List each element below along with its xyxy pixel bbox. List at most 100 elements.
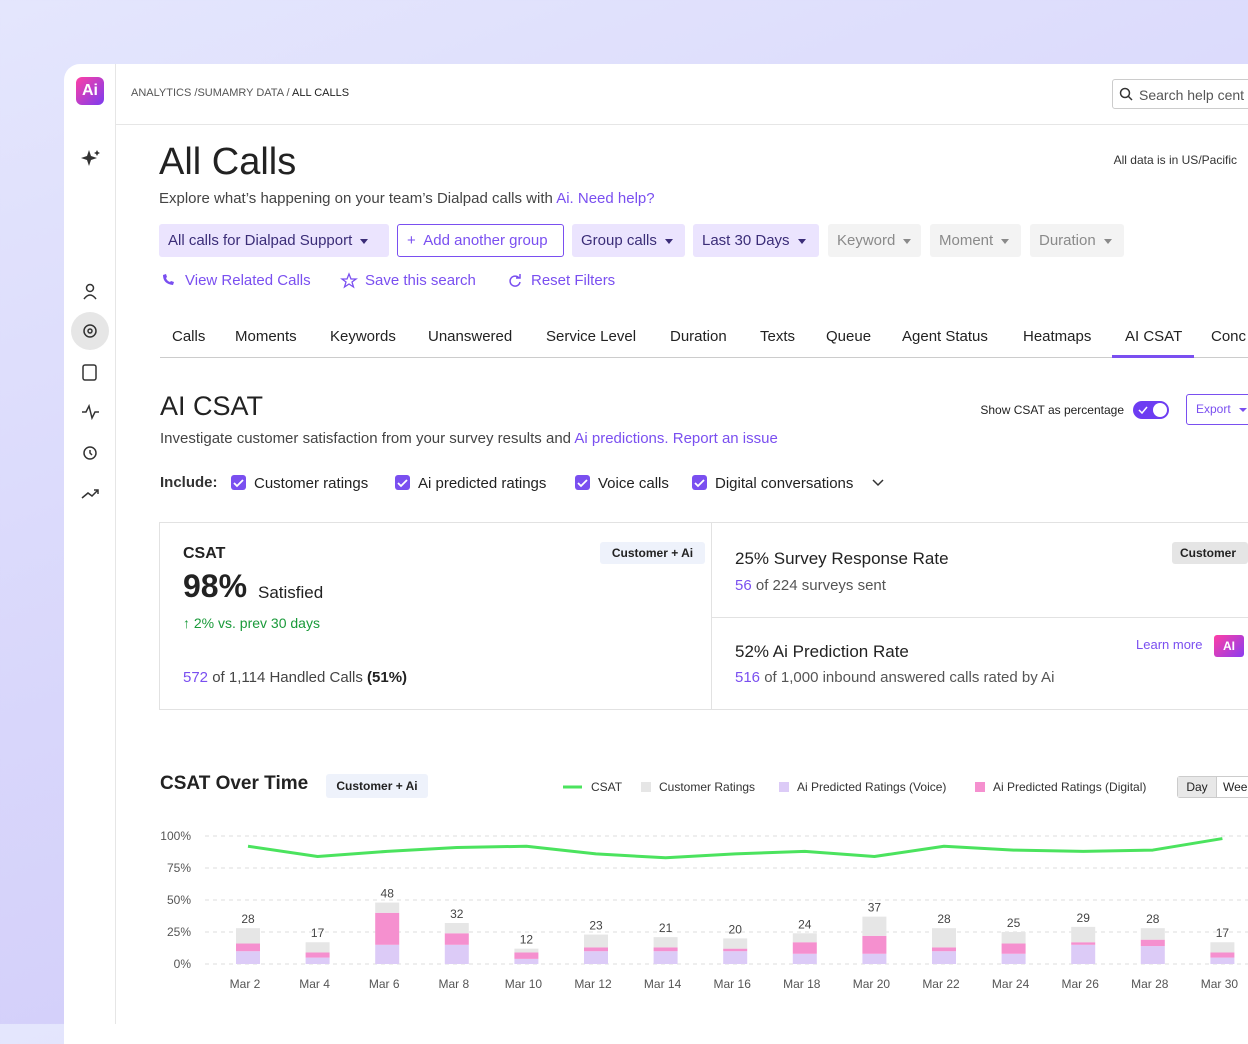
bar-total-label: 20 — [729, 922, 743, 936]
filter-label: Last 30 Days — [702, 232, 790, 249]
section-description: Investigate customer satisfaction from y… — [160, 430, 778, 447]
survey-count[interactable]: 56 — [735, 577, 752, 594]
bar-segment — [1140, 939, 1165, 947]
bar-segment — [444, 933, 469, 945]
bar-segment — [932, 947, 956, 952]
tab[interactable]: Agent Status — [902, 328, 988, 345]
stats-card — [159, 522, 1248, 710]
tab[interactable]: Service Level — [546, 328, 637, 345]
export-button[interactable]: Export — [1186, 394, 1248, 425]
bar-segment — [1071, 926, 1096, 943]
tab[interactable]: Queue — [826, 328, 872, 345]
bar-total-label: 23 — [589, 919, 603, 933]
bar-segment — [584, 934, 608, 948]
prediction-title: 52% Ai Prediction Rate — [735, 642, 909, 661]
include-option[interactable]: Ai predicted ratings — [418, 475, 547, 492]
tab[interactable]: Calls — [172, 328, 206, 345]
period-option[interactable]: Wee — [1216, 777, 1247, 797]
bar-total-label: 25 — [1007, 916, 1021, 930]
bar-segment — [584, 947, 608, 952]
tab[interactable]: Conc — [1211, 328, 1247, 345]
help-link[interactable]: Need help? — [577, 190, 655, 207]
checkbox[interactable] — [692, 475, 707, 490]
tab[interactable]: Heatmaps — [1023, 328, 1092, 345]
bar-segment — [792, 953, 817, 964]
settings-icon[interactable] — [83, 324, 97, 338]
tab[interactable]: Keywords — [330, 328, 396, 345]
percentage-toggle[interactable] — [1133, 401, 1169, 419]
bar-segment — [1210, 957, 1235, 964]
x-tick-label: Mar 16 — [714, 977, 752, 991]
csat-value: 98% — [183, 568, 248, 604]
logo[interactable]: Ai — [76, 77, 104, 105]
survey-detail: 56 of 224 surveys sent — [735, 577, 886, 594]
handled-count[interactable]: 572 — [183, 669, 209, 686]
checkbox[interactable] — [575, 475, 590, 490]
history-icon[interactable] — [83, 446, 97, 460]
bar-segment — [932, 951, 956, 964]
bar-segment — [305, 942, 330, 953]
action-link[interactable]: View Related Calls — [185, 272, 311, 289]
bar-segment — [236, 943, 260, 952]
filter-group[interactable]: All calls for Dialpad Support — [159, 224, 389, 257]
bar-segment — [444, 944, 469, 964]
x-tick-label: Mar 4 — [299, 977, 330, 991]
csat-change: ↑ 2% vs. prev 30 days — [183, 615, 320, 631]
handled-pct: (51%) — [367, 669, 408, 686]
bar-total-label: 28 — [937, 912, 951, 926]
filter-group-calls[interactable]: Group calls — [572, 224, 685, 257]
trend-icon[interactable] — [81, 489, 99, 499]
checkbox[interactable] — [231, 475, 246, 490]
tab[interactable]: Texts — [760, 328, 796, 345]
bar-total-label: 24 — [798, 917, 812, 931]
breadcrumb-item[interactable]: SUMAMRY DATA — [197, 87, 284, 99]
filter-keyword[interactable]: Keyword — [828, 224, 921, 257]
prediction-count[interactable]: 516 — [735, 669, 761, 686]
bar-segment — [1140, 946, 1165, 964]
ai-link[interactable]: Ai. — [556, 190, 574, 207]
badge: Customer + Ai — [326, 774, 428, 798]
sidebar-divider — [115, 64, 116, 1024]
activity-icon[interactable] — [82, 403, 99, 421]
tabs-divider — [160, 357, 1248, 358]
tab[interactable]: Duration — [670, 328, 727, 345]
bar-total-label: 21 — [659, 921, 673, 935]
x-tick-label: Mar 8 — [438, 977, 469, 991]
subtitle-text: Explore what’s happening on your team’s … — [159, 190, 553, 207]
action-link[interactable]: Reset Filters — [531, 272, 616, 289]
action-icons — [163, 272, 521, 289]
bar-segment — [862, 916, 887, 936]
x-tick-label: Mar 20 — [853, 977, 891, 991]
search-box[interactable]: Search help cent — [1112, 79, 1248, 109]
action-link[interactable]: Save this search — [365, 272, 476, 289]
filter-date[interactable]: Last 30 Days — [693, 224, 819, 257]
filter-moment[interactable]: Moment — [930, 224, 1021, 257]
bar-segment — [305, 957, 330, 964]
bar-segment — [236, 928, 260, 944]
add-group-button[interactable]: + Add another group — [397, 224, 564, 257]
user-icon[interactable] — [85, 283, 95, 293]
tab[interactable]: Unanswered — [428, 328, 513, 345]
report-link[interactable]: Report an issue — [672, 430, 778, 447]
filter-duration[interactable]: Duration — [1030, 224, 1124, 257]
include-option[interactable]: Voice calls — [598, 475, 669, 492]
topbar-divider — [116, 124, 1248, 125]
search-placeholder: Search help cent — [1139, 87, 1245, 103]
breadcrumb-item[interactable]: ANALYTICS — [131, 87, 192, 99]
learn-more-link[interactable]: Learn more — [1136, 637, 1203, 652]
checkbox[interactable] — [395, 475, 410, 490]
x-tick-label: Mar 10 — [505, 977, 543, 991]
subtitle: Explore what’s happening on your team’s … — [159, 190, 655, 207]
clipboard-icon[interactable] — [82, 364, 97, 381]
tab[interactable]: Moments — [235, 328, 297, 345]
period-option[interactable]: Day — [1178, 777, 1216, 797]
tab-active[interactable]: AI CSAT — [1125, 328, 1183, 345]
include-option[interactable]: Digital conversations — [715, 475, 854, 492]
x-tick-label: Mar 6 — [369, 977, 400, 991]
bar-segment — [653, 937, 678, 948]
sparkle-icon[interactable] — [81, 150, 100, 166]
handled-calls: 572 of 1,114 Handled Calls (51%) — [183, 669, 407, 686]
include-option[interactable]: Customer ratings — [254, 475, 369, 492]
predictions-link[interactable]: Ai predictions. — [574, 430, 669, 447]
period-toggle: Day Wee — [1177, 776, 1248, 798]
